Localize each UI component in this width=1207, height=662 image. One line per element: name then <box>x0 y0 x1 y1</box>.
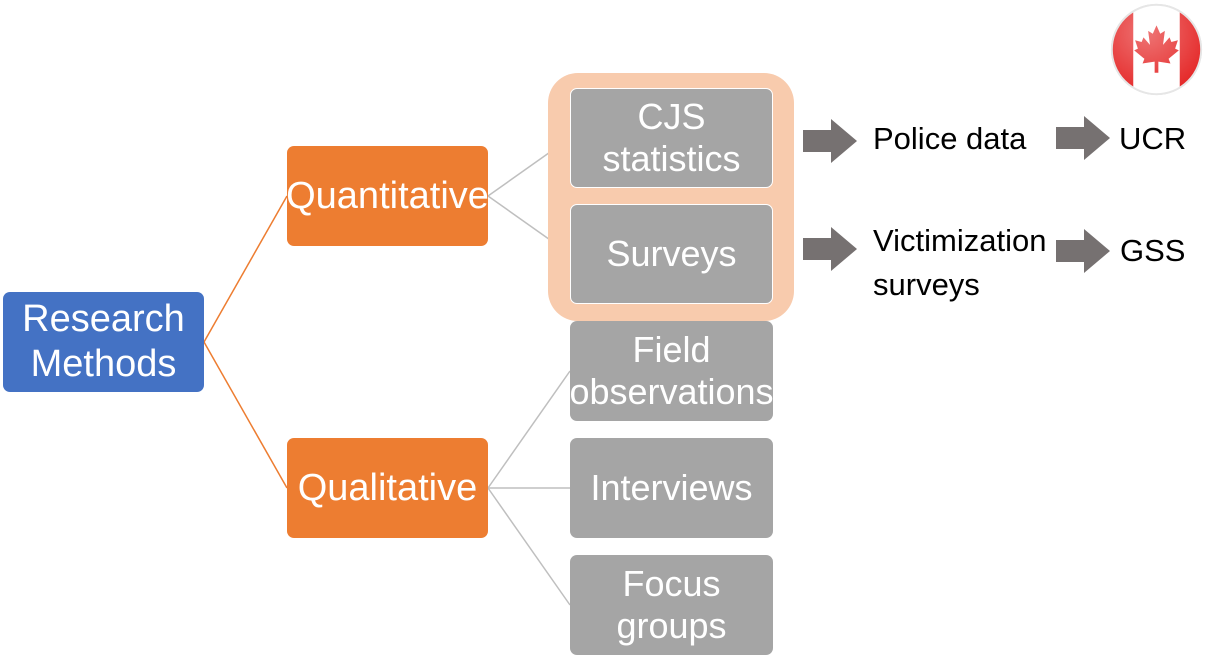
connector-qual-field <box>487 370 571 489</box>
arrow-right-icon <box>1056 116 1110 160</box>
canada-flag-icon <box>1110 3 1203 96</box>
branch-node-qualitative: Qualitative <box>287 438 488 538</box>
arrow-right-icon <box>1056 229 1110 273</box>
connector-root-qualitative <box>203 341 288 489</box>
item-node-cjs-statistics: CJS statistics <box>570 88 773 188</box>
connector-qual-focus <box>487 487 571 606</box>
item-node-field-observations: Field observations <box>569 321 774 421</box>
arrow-right-icon <box>803 227 857 271</box>
item-node-surveys: Surveys <box>570 204 773 304</box>
arrow-right-icon <box>803 119 857 163</box>
item-node-focus-groups: Focus groups <box>570 555 773 655</box>
branch-node-quantitative: Quantitative <box>286 146 489 246</box>
source-label-police-data: Police data <box>873 121 1027 156</box>
root-node-research-methods: Research Methods <box>3 292 204 392</box>
program-label-gss: GSS <box>1120 233 1186 268</box>
item-node-interviews: Interviews <box>570 438 773 538</box>
program-label-ucr: UCR <box>1119 121 1187 156</box>
source-label-victimization-surveys: Victimization surveys <box>873 223 1047 303</box>
connector-root-quantitative <box>203 195 288 343</box>
